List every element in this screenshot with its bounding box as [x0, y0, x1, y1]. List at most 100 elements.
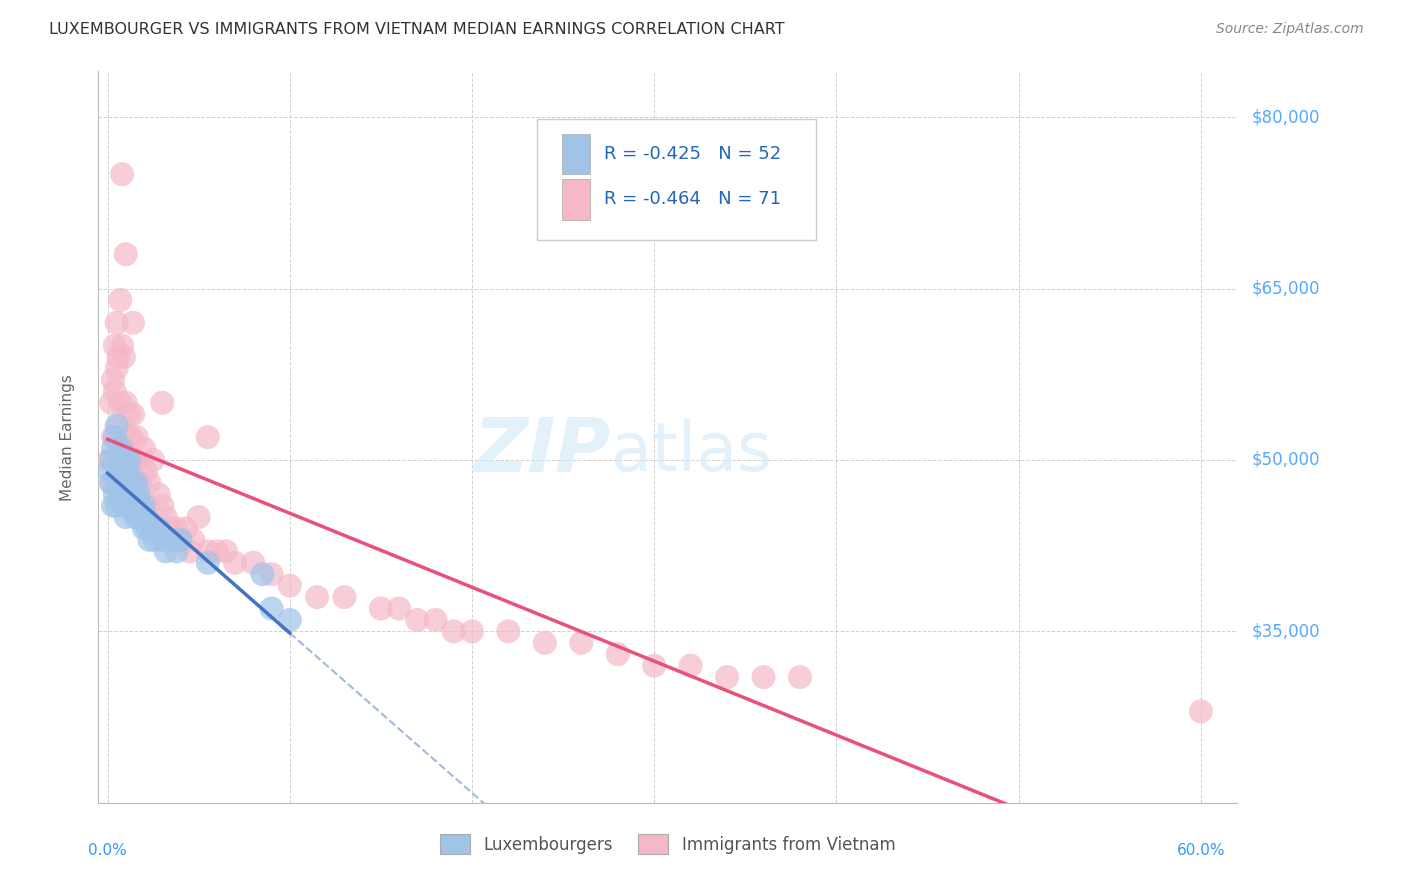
Point [425, 613, 447, 627]
Point [169, 533, 191, 547]
Point [606, 647, 628, 661]
Text: ZIP: ZIP [474, 415, 612, 488]
Point [120, 487, 142, 501]
Point [98, 453, 121, 467]
Text: $80,000: $80,000 [1251, 108, 1320, 126]
Point [105, 316, 128, 330]
Point [114, 247, 136, 261]
Point [148, 487, 170, 501]
FancyBboxPatch shape [537, 119, 815, 240]
Point [150, 533, 173, 547]
Point [107, 418, 129, 433]
Point [197, 430, 219, 444]
Point [98, 464, 121, 478]
Point [114, 487, 136, 501]
Point [107, 350, 129, 364]
Point [118, 453, 141, 467]
Point [105, 418, 128, 433]
Point [461, 624, 484, 639]
Point [101, 373, 124, 387]
Point [160, 533, 183, 547]
Point [148, 521, 170, 535]
Point [111, 442, 134, 456]
Text: 60.0%: 60.0% [1177, 843, 1225, 858]
Point [132, 442, 155, 456]
Point [145, 521, 167, 535]
Point [131, 510, 153, 524]
Point [114, 510, 136, 524]
Point [114, 396, 136, 410]
Point [155, 510, 177, 524]
Text: atlas: atlas [612, 418, 772, 484]
Text: $35,000: $35,000 [1251, 623, 1320, 640]
Point [278, 579, 301, 593]
FancyBboxPatch shape [562, 134, 591, 174]
Point [132, 521, 155, 535]
Point [122, 475, 145, 490]
Point [138, 475, 160, 490]
Point [111, 338, 134, 352]
Point [169, 533, 191, 547]
Point [242, 556, 264, 570]
Point [110, 487, 132, 501]
Point [118, 475, 141, 490]
Point [100, 475, 122, 490]
Point [122, 407, 145, 421]
Point [716, 670, 738, 684]
Point [155, 544, 177, 558]
Point [370, 601, 392, 615]
Point [187, 510, 209, 524]
Point [752, 670, 775, 684]
Point [101, 442, 124, 456]
Point [114, 464, 136, 478]
Point [124, 487, 146, 501]
Point [118, 407, 141, 421]
Point [215, 544, 238, 558]
Point [197, 544, 219, 558]
Point [679, 658, 702, 673]
Point [107, 475, 129, 490]
Point [124, 453, 146, 467]
Point [136, 521, 159, 535]
Point [117, 430, 139, 444]
Point [789, 670, 811, 684]
Point [104, 384, 127, 399]
Point [443, 624, 465, 639]
Point [136, 499, 159, 513]
Point [122, 316, 145, 330]
Point [498, 624, 520, 639]
Point [252, 567, 274, 582]
Point [104, 487, 127, 501]
Text: 0.0%: 0.0% [89, 843, 127, 858]
Point [166, 544, 188, 558]
Point [135, 464, 157, 478]
Point [112, 499, 135, 513]
Point [104, 338, 127, 352]
Text: LUXEMBOURGER VS IMMIGRANTS FROM VIETNAM MEDIAN EARNINGS CORRELATION CHART: LUXEMBOURGER VS IMMIGRANTS FROM VIETNAM … [49, 22, 785, 37]
Point [128, 487, 150, 501]
Point [129, 475, 152, 490]
Point [150, 396, 173, 410]
Point [260, 567, 283, 582]
Text: Source: ZipAtlas.com: Source: ZipAtlas.com [1216, 22, 1364, 37]
Legend: Luxembourgers, Immigrants from Vietnam: Luxembourgers, Immigrants from Vietnam [433, 828, 903, 860]
Point [406, 613, 429, 627]
Point [174, 521, 197, 535]
Point [111, 464, 134, 478]
Point [534, 636, 557, 650]
Point [569, 636, 592, 650]
Point [107, 464, 129, 478]
Point [142, 453, 165, 467]
Point [143, 533, 166, 547]
Point [111, 442, 134, 456]
Point [260, 601, 283, 615]
Point [124, 510, 146, 524]
Point [150, 499, 173, 513]
Point [333, 590, 356, 604]
Point [388, 601, 411, 615]
Text: $65,000: $65,000 [1251, 279, 1320, 298]
Point [111, 167, 134, 181]
Point [179, 544, 201, 558]
Point [128, 453, 150, 467]
Text: R = -0.464   N = 71: R = -0.464 N = 71 [605, 190, 782, 209]
